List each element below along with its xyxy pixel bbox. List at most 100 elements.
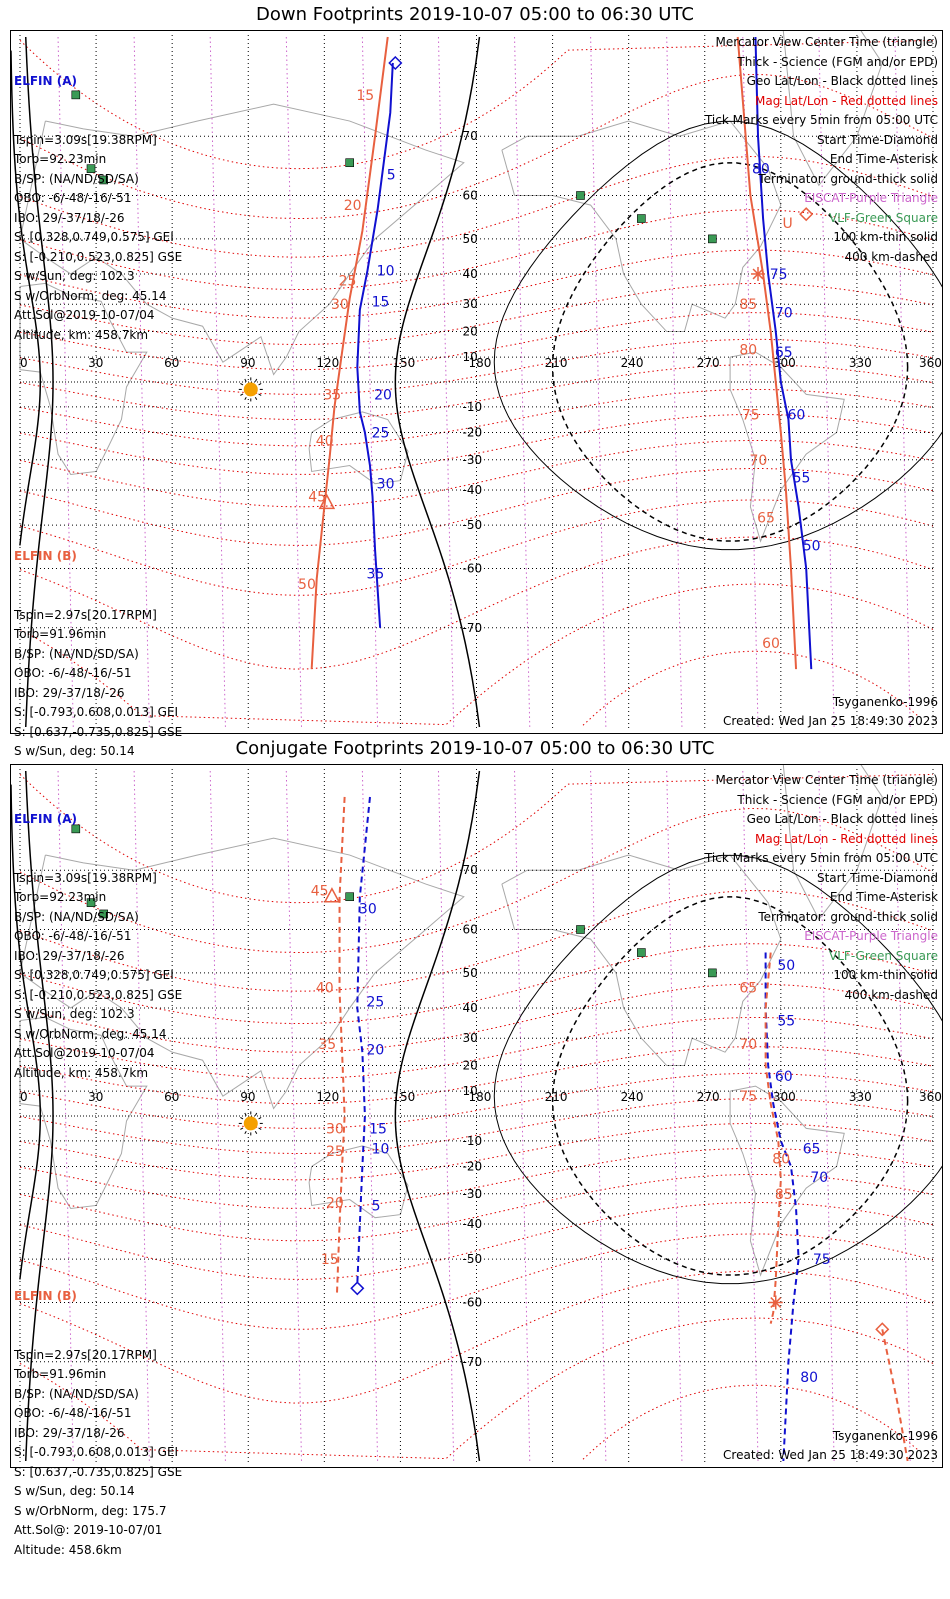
track-tick-label: 70 bbox=[749, 453, 767, 469]
lat-tick-label: 70 bbox=[463, 863, 478, 877]
info-line: Att.Sol@: 2019-10-07/01 bbox=[14, 1523, 163, 1537]
info-line: OBO: -6/-48/-16/-51 bbox=[14, 1406, 132, 1420]
lat-tick-label: -20 bbox=[463, 1159, 483, 1173]
info-line: S: [-0.210,0.523,0.825] GSE bbox=[14, 987, 183, 1002]
lat-tick-label: 40 bbox=[463, 1001, 478, 1015]
down-footprints-map: 0 30 60 90 120 150 180 210 240 270 300 330 360706050… bbox=[11, 31, 942, 729]
sun-ray bbox=[244, 396, 247, 401]
elfin-a-label: ELFIN (A) bbox=[14, 812, 77, 826]
track-tick-label: 80 bbox=[800, 1370, 818, 1386]
track-tick-label: 40 bbox=[316, 433, 334, 449]
track-tick-label: 15 bbox=[372, 294, 390, 310]
mag-lat-line bbox=[19, 536, 934, 670]
track-tick-label: 65 bbox=[739, 981, 757, 997]
info-line: VLF-Green Square bbox=[829, 210, 938, 225]
model-label: Tsyganenko-1996 bbox=[832, 1429, 938, 1443]
track-tick-label: 85 bbox=[739, 297, 757, 313]
info-line: S: [0.328,0.749,0.575] GEI bbox=[14, 230, 174, 244]
footprint-track bbox=[310, 36, 389, 670]
vlf-station-marker bbox=[71, 824, 81, 834]
track-tick-label: 70 bbox=[739, 1037, 757, 1053]
track-tick-label: 75 bbox=[742, 407, 760, 423]
track-tick-label: 30 bbox=[331, 297, 349, 313]
info-line: VLF-Green Square bbox=[829, 948, 938, 963]
terminator-line bbox=[394, 36, 481, 728]
mag-lon-line bbox=[361, 770, 379, 1462]
info-line: Tspin=3.09s[19.38RPM] bbox=[14, 132, 157, 147]
track-tick-label: 25 bbox=[339, 273, 357, 289]
lat-tick-label: -10 bbox=[463, 400, 483, 414]
lat-tick-label: 10 bbox=[463, 350, 478, 364]
lon-tick-label: 330 bbox=[849, 356, 872, 370]
track-tick-label: 25 bbox=[367, 994, 385, 1010]
track-tick-label: 75 bbox=[739, 1089, 757, 1105]
info-line: S w/OrbNorm, deg: 45.14 bbox=[14, 1026, 167, 1041]
info-line: 400 km-dashed bbox=[844, 987, 938, 1002]
lat-tick-label: -10 bbox=[463, 1134, 483, 1148]
info-line: Altitude, km: 458.7km bbox=[14, 1065, 149, 1080]
lat-tick-label: 40 bbox=[463, 267, 478, 281]
sun-icon bbox=[243, 382, 258, 397]
start-diamond-marker bbox=[799, 207, 814, 222]
terminator-line bbox=[24, 770, 54, 1462]
sun-ray bbox=[258, 1116, 262, 1120]
elfin-b-label: ELFIN (B) bbox=[14, 549, 77, 563]
footprint-track bbox=[881, 1329, 909, 1462]
info-line: Torb=91.96min bbox=[14, 1367, 107, 1381]
track-tick-label: 65 bbox=[757, 511, 775, 527]
info-line: Geo Lat/Lon - Black dotted lines bbox=[746, 74, 938, 88]
lon-tick-label: 180 bbox=[469, 1090, 492, 1104]
lon-tick-label: 0 bbox=[20, 1090, 28, 1104]
info-line: EISCAT-Purple Triangle bbox=[804, 929, 938, 943]
lat-tick-label: 60 bbox=[463, 189, 478, 203]
mag-lat-line bbox=[19, 468, 934, 546]
info-line: Torb=91.96min bbox=[14, 627, 107, 641]
elfin-a-label: ELFIN (A) bbox=[14, 74, 77, 88]
elfin-b-info: ELFIN (B) Tspin=2.97s[20.17RPM] Torb=91.9… bbox=[14, 1248, 182, 1599]
track-tick-label: 30 bbox=[326, 1121, 344, 1137]
sun-ray bbox=[240, 1116, 244, 1120]
down-footprints-title: Down Footprints 2019-10-07 05:00 to 06:3… bbox=[256, 4, 694, 25]
info-line: B/SP: (NA/ND/SD/SA) bbox=[14, 646, 139, 661]
end-asterisk-marker bbox=[770, 1297, 782, 1308]
lat-tick-label: -30 bbox=[463, 453, 483, 467]
info-line: IBO: 29/-37/18/-26 bbox=[14, 1425, 125, 1440]
terminator-line bbox=[11, 784, 42, 1280]
info-line: Terminator: ground-thick solid bbox=[758, 171, 938, 186]
track-tick-label: 45 bbox=[311, 884, 329, 900]
sun-ray bbox=[258, 1127, 262, 1130]
track-tick-label: 15 bbox=[321, 1252, 339, 1268]
track-tick-label: 5 bbox=[387, 167, 396, 183]
lat-tick-label: 20 bbox=[463, 325, 478, 339]
terminator-line bbox=[11, 50, 42, 546]
vlf-station-marker bbox=[708, 968, 717, 978]
center-triangle-marker bbox=[318, 493, 336, 510]
lat-tick-label: 30 bbox=[463, 297, 478, 311]
track-tick-label: 60 bbox=[775, 1069, 793, 1085]
sun-ray bbox=[240, 393, 244, 396]
info-line: Att.Sol@2019-10-07/04 bbox=[14, 1046, 155, 1060]
info-line: S: [-0.793,0.608,0.013] GEI bbox=[14, 1445, 179, 1459]
conjugate-footprints-map: 0 30 60 90 120 150 180 210 240 270 300 330 360 70 60 50… bbox=[11, 765, 942, 1463]
info-line: IBO: 29/-37/18/-26 bbox=[14, 210, 125, 225]
vlf-station-marker bbox=[71, 90, 81, 100]
sun-ray bbox=[254, 396, 258, 401]
footprint-track bbox=[356, 62, 394, 628]
info-line: Terminator: ground-thick solid bbox=[758, 909, 938, 924]
sun-icon bbox=[243, 1116, 258, 1131]
track-tick-label: 35 bbox=[323, 387, 341, 403]
track-tick-label: 75 bbox=[770, 267, 788, 283]
track-tick-label: 70 bbox=[775, 306, 793, 322]
vlf-station-marker bbox=[345, 158, 354, 168]
elfin-b-label: ELFIN (B) bbox=[14, 1289, 77, 1303]
track-tick-label: 5 bbox=[372, 1198, 381, 1214]
info-line: Tick Marks every 5min from 05:00 UTC bbox=[704, 113, 938, 127]
lon-tick-label: 150 bbox=[392, 1090, 415, 1104]
vlf-station-marker bbox=[99, 175, 108, 185]
info-line: Mag Lat/Lon - Red dotted lines bbox=[754, 93, 938, 108]
lon-tick-label: 30 bbox=[88, 1090, 103, 1104]
model-label: Tsyganenko-1996 bbox=[832, 695, 938, 709]
lat-tick-label: 70 bbox=[463, 129, 478, 143]
coastline bbox=[308, 411, 409, 485]
info-line: OBO: -6/-48/-16/-51 bbox=[14, 929, 132, 943]
